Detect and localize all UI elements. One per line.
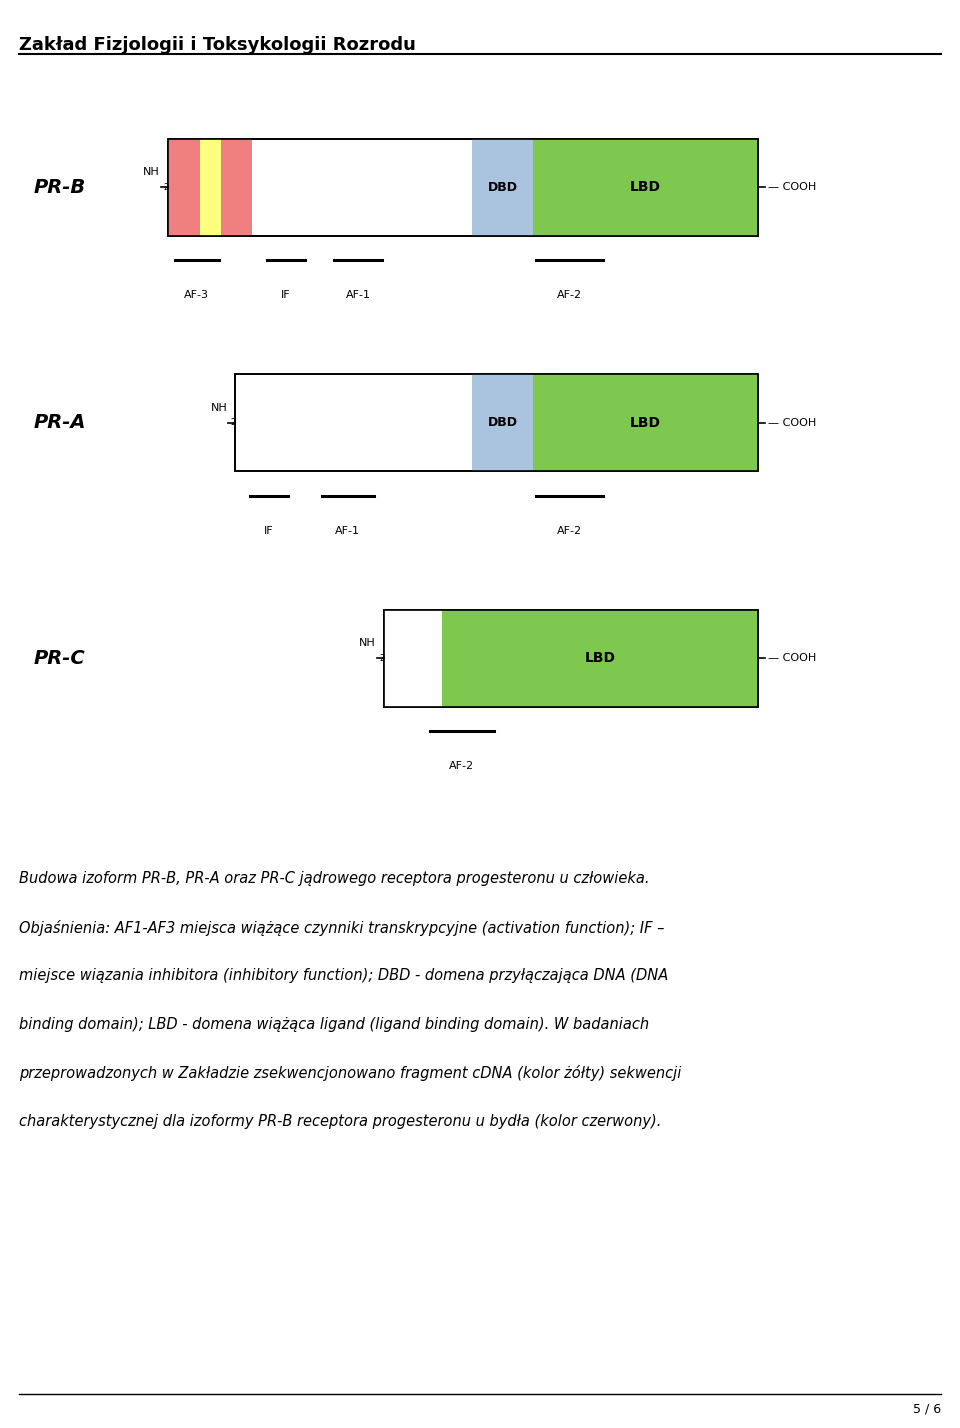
Text: NH: NH	[359, 638, 376, 648]
Text: IF: IF	[264, 526, 274, 536]
Bar	[168, 139, 200, 236]
Text: PR-A: PR-A	[34, 413, 86, 433]
Text: 2: 2	[379, 654, 384, 663]
Text: DBD: DBD	[488, 416, 517, 430]
Text: AF-3: AF-3	[184, 290, 209, 300]
Bar	[168, 139, 758, 236]
Text: LBD: LBD	[630, 416, 661, 430]
Bar	[472, 374, 533, 471]
Text: AF-2: AF-2	[557, 290, 582, 300]
Text: AF-2: AF-2	[449, 761, 474, 771]
Text: binding domain); LBD - domena wiążąca ligand (ligand binding domain). W badaniac: binding domain); LBD - domena wiążąca li…	[19, 1017, 649, 1032]
Text: NH: NH	[143, 167, 160, 177]
Text: — COOH: — COOH	[768, 653, 816, 664]
Text: 5 / 6: 5 / 6	[913, 1402, 941, 1415]
Text: miejsce wiązania inhibitora (inhibitory function); DBD - domena przyłączająca DN: miejsce wiązania inhibitora (inhibitory …	[19, 968, 668, 984]
Bar	[200, 139, 221, 236]
Bar	[533, 139, 758, 236]
Bar	[472, 139, 533, 236]
Bar	[533, 374, 758, 471]
Text: Zakład Fizjologii i Toksykologii Rozrodu: Zakład Fizjologii i Toksykologii Rozrodu	[19, 36, 416, 54]
Text: PR-B: PR-B	[34, 177, 85, 197]
Text: przeprowadzonych w Zakładzie zsekwencjonowano fragment cDNA (kolor żółty) sekwen: przeprowadzonych w Zakładzie zsekwencjon…	[19, 1065, 682, 1081]
Text: 2: 2	[230, 418, 235, 427]
Text: DBD: DBD	[488, 180, 517, 194]
Bar	[221, 139, 252, 236]
Text: charakterystycznej dla izoformy PR-B receptora progesteronu u bydła (kolor czerw: charakterystycznej dla izoformy PR-B rec…	[19, 1114, 661, 1130]
Text: NH: NH	[210, 403, 228, 413]
Text: AF-1: AF-1	[335, 526, 360, 536]
Bar	[235, 374, 758, 471]
Bar	[384, 610, 758, 707]
Text: LBD: LBD	[585, 651, 615, 665]
Bar	[384, 610, 442, 707]
Text: IF: IF	[281, 290, 291, 300]
Bar	[168, 139, 758, 236]
Bar	[442, 610, 758, 707]
Text: LBD: LBD	[630, 180, 661, 194]
Text: PR-C: PR-C	[34, 648, 85, 668]
Text: 2: 2	[163, 183, 168, 191]
Text: — COOH: — COOH	[768, 417, 816, 428]
Bar	[235, 374, 758, 471]
Bar	[384, 610, 758, 707]
Text: Objaśnienia: AF1-AF3 miejsca wiążące czynniki transkrypcyjne (activation functio: Objaśnienia: AF1-AF3 miejsca wiążące czy…	[19, 920, 664, 935]
Text: AF-1: AF-1	[346, 290, 371, 300]
Text: AF-2: AF-2	[557, 526, 582, 536]
Text: Budowa izoform PR-B, PR-A oraz PR-C jądrowego receptora progesteronu u człowieka: Budowa izoform PR-B, PR-A oraz PR-C jądr…	[19, 871, 650, 887]
Text: — COOH: — COOH	[768, 181, 816, 193]
